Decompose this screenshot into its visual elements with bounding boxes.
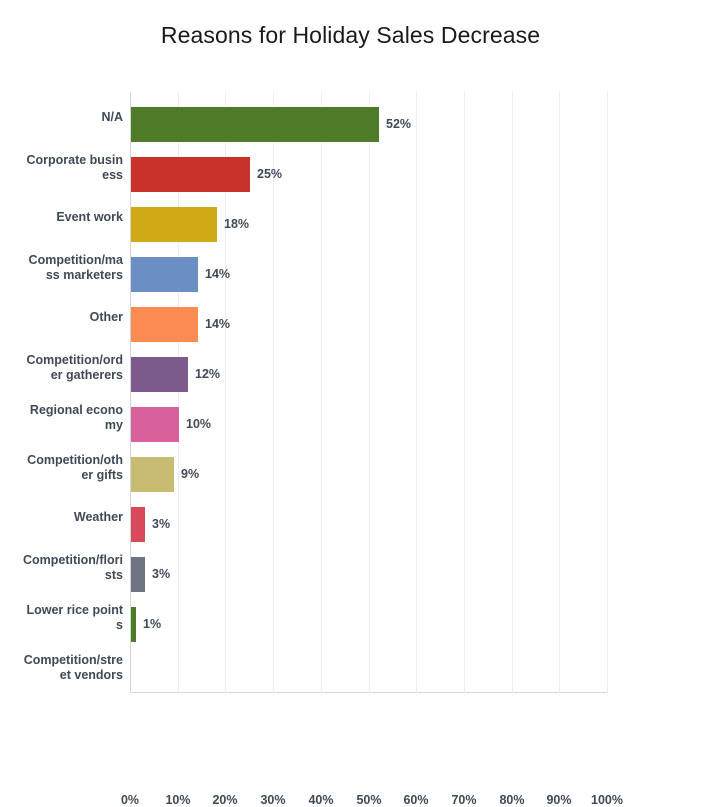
gridline — [273, 92, 274, 693]
bar-row: 9% — [130, 450, 607, 500]
category-label: Competition/florists — [23, 552, 123, 582]
gridline — [369, 92, 370, 693]
x-tick-label: 10% — [165, 793, 191, 807]
category-label: Lower rice points — [26, 602, 123, 632]
page-title: Reasons for Holiday Sales Decrease — [160, 22, 541, 48]
bar-row: 3% — [130, 550, 607, 600]
bar-row: 14% — [130, 300, 607, 350]
gridline — [512, 92, 513, 693]
bar[interactable] — [131, 157, 250, 192]
x-tick-label: 40% — [308, 793, 334, 807]
bar-value-label: 25% — [257, 167, 283, 181]
x-tick-label: 70% — [451, 793, 477, 807]
bar-value-label: 18% — [224, 217, 250, 231]
category-label: Other — [89, 310, 123, 324]
bar-value-label: 14% — [205, 267, 231, 281]
x-tick-label: 50% — [356, 793, 382, 807]
gridline — [464, 92, 465, 693]
bar-value-label: 3% — [152, 517, 171, 531]
category-label: Competition/street vendors — [23, 652, 123, 682]
x-tick-label: 90% — [546, 793, 572, 807]
gridline — [321, 92, 322, 693]
bar[interactable] — [131, 557, 145, 592]
bar-value-label: 9% — [181, 467, 200, 481]
category-label: Competition/order gatherers — [26, 352, 123, 382]
gridline — [607, 92, 608, 693]
bar-row: 52% — [130, 100, 607, 150]
bar[interactable] — [131, 407, 179, 442]
category-label: Weather — [73, 510, 123, 524]
bar-row: 14% — [130, 250, 607, 300]
category-label: Competition/other gifts — [27, 452, 123, 482]
category-label: N/A — [101, 110, 123, 124]
bar-value-label: 52% — [386, 117, 412, 131]
bar-row: 18% — [130, 200, 607, 250]
bar-row: 10% — [130, 400, 607, 450]
x-tick-label: 20% — [212, 793, 238, 807]
bar-row: 12% — [130, 350, 607, 400]
bar-row: 3% — [130, 500, 607, 550]
bar-chart: Reasons for Holiday Sales Decrease 52% 25… — [23, 22, 623, 807]
bar[interactable] — [131, 457, 174, 492]
x-tick-label: 60% — [403, 793, 429, 807]
category-label: Corporate business — [26, 152, 123, 182]
bar-value-label: 1% — [143, 617, 162, 631]
bar[interactable] — [131, 307, 198, 342]
bar-row — [130, 650, 607, 700]
bar-value-label: 10% — [186, 417, 212, 431]
category-label: Event work — [56, 210, 123, 224]
bar-value-label: 14% — [205, 317, 231, 331]
x-tick-label: 100% — [591, 793, 623, 807]
bar-value-label: 12% — [195, 367, 221, 381]
gridline — [416, 92, 417, 693]
gridline — [178, 92, 179, 693]
bar[interactable] — [131, 507, 145, 542]
x-tick-label: 30% — [260, 793, 286, 807]
gridline — [559, 92, 560, 693]
bar[interactable] — [131, 107, 379, 142]
x-tick-label: 80% — [499, 793, 525, 807]
bar[interactable] — [131, 257, 198, 292]
category-label: Regional economy — [29, 402, 123, 432]
x-tick-label: 0% — [120, 793, 140, 807]
bar[interactable] — [131, 607, 136, 642]
bar[interactable] — [131, 357, 188, 392]
bar[interactable] — [131, 207, 217, 242]
bar-row: 1% — [130, 600, 607, 650]
bar-row: 25% — [130, 150, 607, 200]
plot-area: 52% 25% 18% 14% 14% 12% 10% 9% 3% 3% 1% 0% 10% 20% 30… — [121, 92, 623, 807]
y-axis-line — [130, 92, 131, 693]
category-label: Competition/mass marketers — [28, 252, 123, 282]
gridline — [225, 92, 226, 693]
bar-value-label: 3% — [152, 567, 171, 581]
